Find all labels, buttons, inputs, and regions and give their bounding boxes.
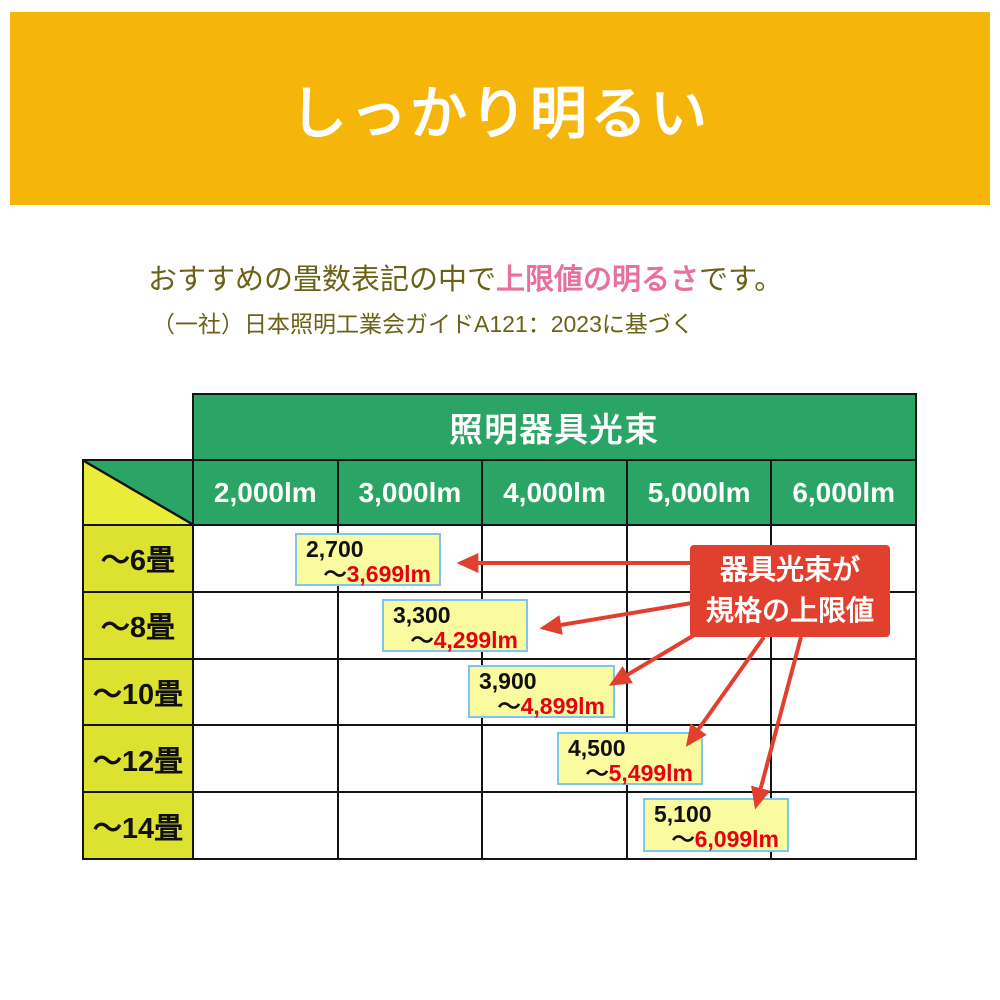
- table-cell: [338, 793, 482, 858]
- column-header: 2,000lm: [194, 461, 337, 524]
- table-cell: [338, 726, 482, 792]
- range-callout-10jo: 3,900 ～4,899lm: [468, 665, 615, 718]
- range-callout-8jo: 3,300 ～4,299lm: [382, 599, 528, 652]
- row-label-column: ～6畳 ～8畳 ～10畳 ～12畳 ～14畳: [82, 524, 194, 860]
- table-cell: [194, 726, 337, 792]
- table-header-label: 照明器具光束: [449, 411, 660, 448]
- table-cell: [483, 793, 626, 858]
- column-header: 4,000lm: [483, 461, 626, 524]
- intro-text: おすすめの畳数表記の中で上限値の明るさです。: [148, 256, 783, 298]
- column-header-row: 2,000lm 3,000lm 4,000lm 5,000lm 6,000lm: [192, 459, 917, 526]
- range-lower: 5,100: [654, 801, 712, 827]
- table-cell: [194, 793, 337, 858]
- table-cell: [772, 793, 915, 858]
- row-label: ～10畳: [84, 659, 192, 725]
- table-cell: [772, 726, 915, 792]
- table-cell: [627, 659, 771, 725]
- table-cell: [483, 526, 626, 591]
- range-lower: 3,900: [479, 668, 537, 694]
- range-upper: ～5,499lm: [585, 759, 693, 786]
- table-cell: [772, 659, 915, 725]
- page-title: しっかり明るい: [290, 81, 710, 146]
- table-cell: [194, 659, 337, 725]
- range-upper: ～3,699lm: [323, 560, 431, 587]
- table-cell: [338, 659, 482, 725]
- intro-suffix: です。: [699, 264, 784, 296]
- range-callout-12jo: 4,500 ～5,499lm: [557, 732, 703, 785]
- title-banner: しっかり明るい: [10, 12, 990, 205]
- intro-prefix: おすすめの畳数表記の中で: [148, 264, 497, 296]
- range-lower: 3,300: [393, 602, 451, 628]
- column-header: 3,000lm: [338, 461, 482, 524]
- range-upper: ～6,099lm: [671, 825, 779, 852]
- annotation-line2: 規格の上限値: [705, 595, 874, 626]
- table-corner-cell: [82, 459, 194, 526]
- annotation-line1: 器具光束が: [719, 554, 860, 586]
- corner-diagonal-icon: [84, 461, 192, 524]
- range-lower: 2,700: [306, 536, 364, 562]
- range-upper: ～4,899lm: [497, 692, 605, 719]
- range-upper: ～4,299lm: [410, 626, 518, 653]
- range-callout-6jo: 2,700 ～3,699lm: [295, 533, 441, 586]
- column-header: 6,000lm: [772, 461, 915, 524]
- row-label: ～14畳: [84, 793, 192, 858]
- table-header-band: 照明器具光束: [192, 393, 917, 461]
- row-label: ～6畳: [84, 526, 192, 591]
- column-header: 5,000lm: [627, 461, 771, 524]
- table-cell: [194, 592, 337, 658]
- range-lower: 4,500: [568, 735, 626, 761]
- row-label: ～8畳: [84, 592, 192, 658]
- annotation-box: 器具光束が 規格の上限値: [690, 545, 890, 637]
- row-label: ～12畳: [84, 726, 192, 792]
- source-note: （一社）日本照明工業会ガイドA121：2023に基づく: [152, 311, 694, 337]
- range-callout-14jo: 5,100 ～6,099lm: [643, 798, 789, 852]
- intro-highlight: 上限値の明るさ: [496, 264, 700, 296]
